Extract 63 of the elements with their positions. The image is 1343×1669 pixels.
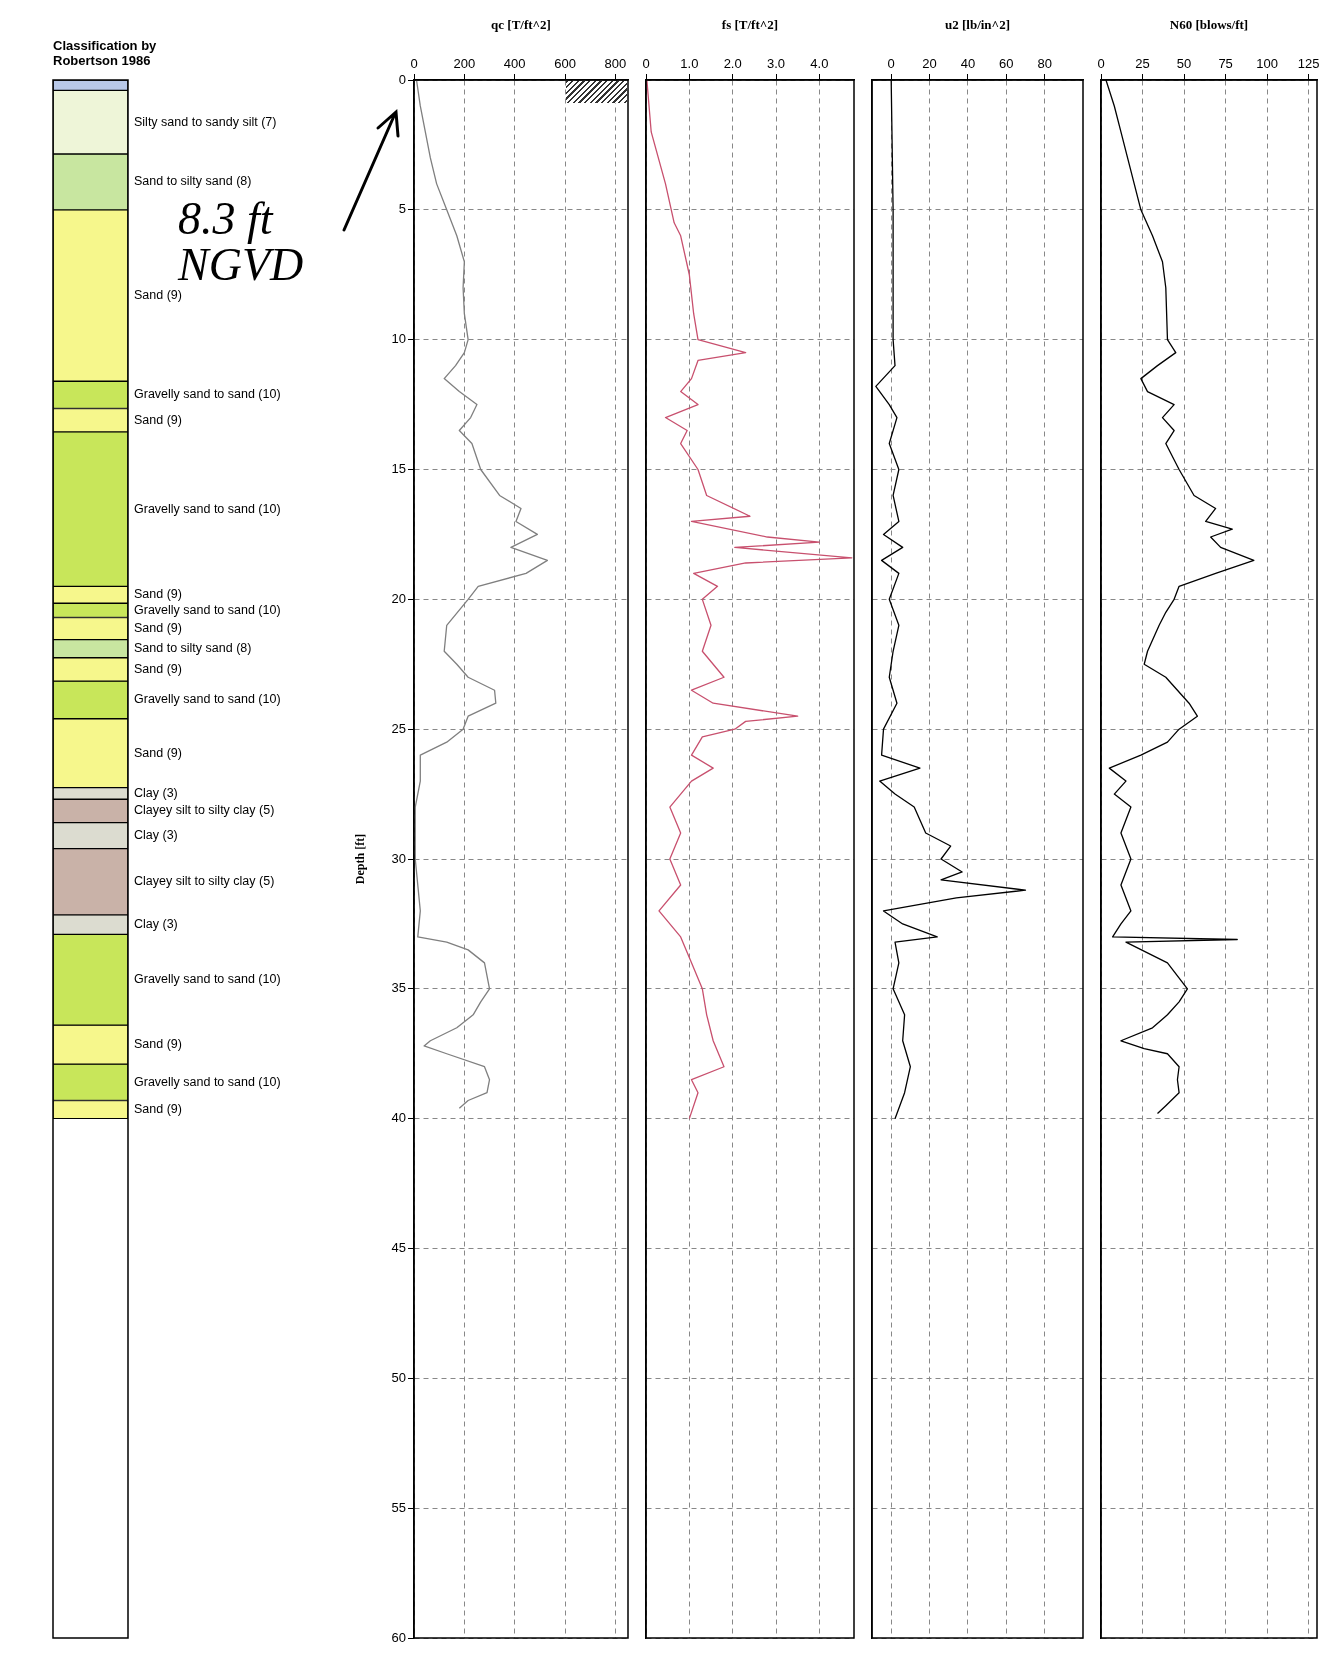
x-tick-label: 4.0 (810, 55, 829, 71)
x-tick-label: 100 (1256, 55, 1279, 71)
x-tick-label: 0 (1097, 55, 1105, 71)
series-label: Gravelly sand to sand (10) (134, 501, 281, 516)
y-tick-label: 25 (391, 720, 406, 736)
text: 8.3 ft NGVD (178, 193, 305, 290)
x-tick-label: 125 (1297, 55, 1320, 71)
x-axis-title: qc [T/ft^2] (491, 17, 551, 33)
series-label: Clay (3) (134, 917, 178, 932)
x-tick-label: 0 (642, 55, 650, 71)
x-tick-label: 20 (922, 55, 937, 71)
y-tick-label: 30 (391, 850, 406, 866)
x-tick-label: 3.0 (766, 55, 786, 71)
x-axis-title: fs [T/ft^2] (721, 17, 779, 33)
series-label: Sand to silty sand (8) (134, 174, 252, 189)
x-tick-label: 0 (887, 55, 895, 71)
y-tick-label: 60 (391, 1629, 406, 1645)
x-tick-label: 75 (1218, 55, 1233, 71)
x-tick-label: 80 (1037, 55, 1052, 71)
series-label: Sand (9) (134, 287, 182, 302)
y-tick-label: 20 (391, 590, 406, 606)
y-tick-label: 35 (391, 980, 406, 996)
x-tick-label: 800 (604, 55, 627, 71)
series-label: Clayey silt to silty clay (5) (134, 803, 275, 818)
x-tick-label: 200 (453, 55, 476, 71)
series-label: Sand (9) (134, 1037, 182, 1052)
x-tick-label: 400 (503, 55, 526, 71)
y-axis-title: Depth [ft] (353, 833, 368, 885)
series-label: Clay (3) (134, 828, 178, 843)
series-label: Gravelly sand to sand (10) (134, 692, 281, 707)
series-label: Clay (3) (134, 785, 178, 800)
series-label: Sand (9) (134, 621, 182, 635)
x-tick-label: 50 (1176, 55, 1192, 71)
x-axis-title: u2 [lb/in^2] (945, 17, 1010, 33)
y-tick-label: 55 (391, 1499, 406, 1515)
series-label: Clayey silt to silty clay (5) (134, 874, 275, 889)
y-tick-label: 50 (391, 1369, 406, 1385)
series-label: Sand (9) (134, 661, 182, 676)
series-label: Sand (9) (134, 587, 182, 602)
series-label: Sand (9) (134, 412, 182, 427)
series-label: Gravelly sand to sand (10) (134, 1074, 281, 1089)
x-tick-label: 1.0 (680, 55, 699, 71)
series-label: Silty sand to sandy silt (7) (134, 114, 277, 129)
series-label: Sand (9) (134, 1102, 182, 1117)
x-tick-label: 40 (960, 55, 976, 71)
x-tick-label: 25 (1135, 55, 1150, 71)
chart-title: Classification by Robertson 1986 (53, 38, 158, 68)
y-tick-label: 40 (391, 1110, 406, 1126)
series-label: Gravelly sand to sand (10) (134, 972, 281, 987)
x-tick-label: 2.0 (723, 55, 742, 71)
series-label: Sand to silty sand (8) (134, 641, 252, 656)
x-tick-label: 600 (554, 55, 576, 71)
x-axis-title: N60 [blows/ft] (1169, 17, 1249, 33)
y-tick-label: 10 (391, 331, 406, 347)
series-label: Gravelly sand to sand (10) (134, 387, 281, 402)
y-tick-label: 0 (398, 71, 406, 87)
x-tick-label: 0 (410, 55, 418, 71)
y-tick-label: 45 (391, 1240, 406, 1256)
y-tick-label: 15 (391, 461, 406, 477)
y-tick-label: 5 (398, 201, 406, 217)
series-label: Sand (9) (134, 745, 182, 760)
series-label: Gravelly sand to sand (10) (134, 602, 281, 617)
x-tick-label: 60 (999, 55, 1014, 71)
